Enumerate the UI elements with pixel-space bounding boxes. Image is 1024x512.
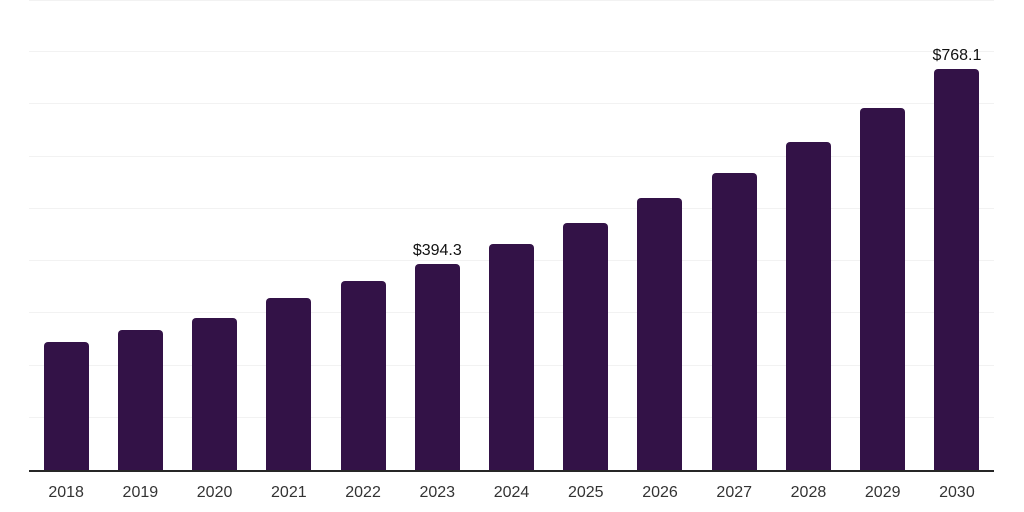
x-tick-label-2021: 2021 — [271, 484, 307, 501]
bar-2022 — [340, 280, 386, 470]
x-tick-label-2025: 2025 — [567, 484, 604, 501]
bar-2026 — [637, 197, 683, 470]
bar-2029 — [860, 108, 906, 470]
x-tick-label-2030: 2030 — [939, 484, 975, 501]
x-tick-label-2018: 2018 — [48, 484, 84, 501]
x-tick-label-2028: 2028 — [790, 484, 827, 501]
x-tick-label-2019: 2019 — [122, 484, 159, 501]
gridline — [29, 103, 994, 104]
bar-column-2019 — [103, 0, 177, 470]
plot-area: $394.3 $768.1 — [29, 0, 994, 470]
bar-column-2028 — [771, 0, 845, 470]
bar-2030 — [934, 68, 980, 470]
bar-columns: $394.3 $768.1 — [29, 0, 994, 470]
gridline — [29, 208, 994, 209]
x-axis-line — [29, 470, 994, 472]
bar-2019 — [117, 329, 163, 470]
bar-2018 — [43, 341, 89, 470]
bar-column-2020 — [177, 0, 251, 470]
bar-2027 — [711, 172, 757, 470]
gridline — [29, 0, 994, 1]
bar-2023 — [414, 264, 460, 470]
bar-value-label-2030: $768.1 — [932, 46, 982, 64]
x-tick-label-2027: 2027 — [716, 484, 753, 501]
x-tick-label-2029: 2029 — [864, 484, 901, 501]
x-tick-label-2023: 2023 — [419, 484, 456, 501]
bar-column-2024 — [474, 0, 548, 470]
bar-column-2018 — [29, 0, 103, 470]
bar-column-2026 — [623, 0, 697, 470]
bar-column-2029 — [846, 0, 920, 470]
gridline — [29, 156, 994, 157]
x-tick-label-2024: 2024 — [493, 484, 530, 501]
bar-2028 — [785, 141, 831, 470]
x-axis-ticks: 2018 2019 2020 2021 2022 2023 2024 2025 2026 2027… — [29, 484, 994, 502]
bar-2021 — [266, 298, 312, 470]
bar-2025 — [563, 222, 609, 470]
x-tick-label-2022: 2022 — [345, 484, 381, 501]
bar-column-2027 — [697, 0, 771, 470]
bar-column-2025 — [549, 0, 623, 470]
gridline — [29, 51, 994, 52]
bar-column-2023: $394.3 — [400, 0, 474, 470]
x-tick-label-2020: 2020 — [196, 484, 233, 501]
bar-column-2022 — [326, 0, 400, 470]
x-tick-label-2026: 2026 — [642, 484, 678, 501]
bar-column-2021 — [252, 0, 326, 470]
bar-value-label-2023: $394.3 — [412, 242, 462, 260]
bar-column-2030: $768.1 — [920, 0, 994, 470]
bar-2020 — [192, 318, 238, 470]
bar-2024 — [489, 243, 535, 470]
